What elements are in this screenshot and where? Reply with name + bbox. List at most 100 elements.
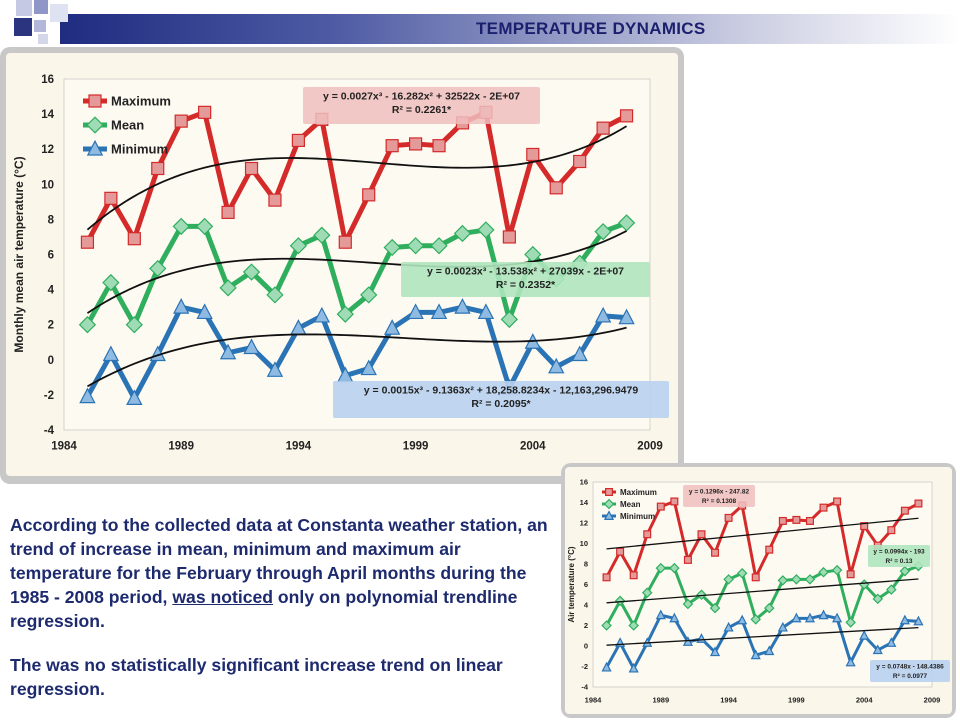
marker-maximum: [104, 191, 118, 205]
y-tick-label: 14: [41, 109, 54, 121]
trend-equation-minimum: y = 0.0015x³ - 9.1363x² + 18,258.8234x -…: [364, 385, 639, 397]
marker-minimum: [682, 636, 693, 646]
trend-r2-minimum: R² = 0.2095*: [471, 398, 531, 410]
marker-maximum: [151, 161, 165, 176]
y-tick-label: 6: [48, 250, 54, 262]
marker-mean: [383, 238, 401, 257]
marker-minimum: [777, 621, 788, 632]
trend-equation-maximum: y = 0.0027x³ - 16.282x² + 32522x - 2E+07: [323, 91, 520, 103]
marker-minimum: [594, 306, 612, 323]
paragraph-1-underlined: was noticed: [172, 587, 274, 607]
marker-maximum: [792, 515, 801, 524]
marker-mean: [266, 286, 284, 304]
marker-maximum: [602, 573, 611, 582]
marker-mean: [804, 574, 816, 585]
trend-equation-mean: y = 0.0994x - 193: [873, 549, 925, 556]
marker-minimum: [618, 308, 635, 325]
y-tick-label: 0: [48, 355, 54, 367]
y-tick-label: 0: [584, 642, 588, 651]
marker-mean: [886, 584, 897, 595]
marker-mean: [777, 575, 789, 586]
marker-minimum: [628, 662, 639, 673]
y-tick-label: -2: [44, 390, 54, 402]
x-tick-label: 1994: [720, 696, 738, 705]
marker-minimum: [383, 319, 401, 335]
y-tick-label: 16: [580, 478, 588, 487]
marker-minimum: [243, 338, 260, 355]
marker-mean: [696, 589, 707, 601]
legend-label-mean: Mean: [111, 118, 144, 133]
marker-mean: [655, 562, 667, 574]
x-tick-label: 1984: [585, 696, 603, 705]
trend-equation-maximum: y = 0.1296x - 247.82: [689, 489, 750, 496]
marker-maximum: [619, 109, 634, 123]
marker-minimum: [709, 646, 721, 657]
marker-mean: [453, 224, 472, 243]
equation-box-maximum: [303, 87, 540, 124]
legend-marker-minimum: [603, 510, 615, 521]
marker-mean: [242, 263, 261, 281]
marker-maximum: [80, 235, 95, 249]
y-tick-label: 2: [584, 621, 588, 630]
decor-square: [50, 4, 68, 22]
equation-box-mean: [868, 545, 930, 567]
trendline-maximum: [86, 125, 628, 231]
marker-minimum: [313, 306, 331, 323]
legend-marker-maximum: [604, 488, 613, 497]
marker-maximum: [629, 571, 638, 580]
legend-label-mean: Mean: [620, 500, 641, 509]
trendline-mean: [606, 578, 919, 604]
marker-minimum: [407, 303, 424, 320]
marker-maximum: [860, 522, 869, 531]
marker-mean: [845, 617, 856, 628]
trend-r2-mean: R² = 0.2352*: [496, 279, 556, 291]
marker-maximum: [778, 516, 787, 525]
marker-maximum: [385, 139, 399, 153]
marker-maximum: [616, 547, 625, 556]
trend-r2-maximum: R² = 0.2261*: [392, 104, 452, 116]
marker-mean: [628, 620, 639, 631]
trend-equation-minimum: y = 0.0748x - 148.4386: [876, 664, 944, 671]
marker-maximum: [751, 573, 760, 582]
y-tick-label: 12: [580, 519, 588, 528]
marker-maximum: [914, 499, 923, 508]
marker-mean: [195, 217, 214, 236]
marker-minimum: [845, 656, 856, 667]
marker-mean: [750, 614, 761, 625]
marker-mean: [831, 564, 843, 576]
marker-mean: [360, 286, 378, 304]
y-axis-label: Monthly mean air temperature (°C): [12, 156, 26, 352]
decor-square: [34, 0, 48, 14]
x-tick-label: 1989: [652, 696, 669, 705]
marker-maximum: [127, 232, 141, 246]
marker-minimum: [79, 387, 96, 404]
marker-maximum: [596, 121, 610, 135]
marker-maximum: [819, 503, 828, 512]
marker-maximum: [573, 154, 587, 169]
x-tick-label: 1984: [51, 441, 77, 453]
marker-maximum: [244, 161, 259, 176]
y-tick-label: -2: [581, 662, 588, 671]
marker-minimum: [899, 614, 910, 625]
x-tick-label: 1999: [788, 696, 805, 705]
marker-minimum: [723, 621, 734, 632]
marker-mean: [791, 574, 802, 585]
equation-box-minimum: [333, 381, 669, 418]
trend-r2-maximum: R² = 0.1308: [702, 498, 737, 505]
y-tick-label: 10: [580, 539, 588, 548]
marker-maximum: [362, 188, 376, 202]
y-tick-label: 14: [580, 498, 589, 507]
conclusion-paragraph-1: According to the collected data at Const…: [10, 513, 555, 633]
marker-mean: [601, 620, 612, 631]
y-tick-label: 8: [48, 214, 55, 226]
y-tick-label: -4: [44, 425, 55, 437]
x-tick-label: 2004: [520, 441, 546, 453]
marker-mean: [172, 217, 190, 236]
x-tick-label: 2004: [856, 696, 874, 705]
marker-maximum: [291, 133, 305, 148]
marker-minimum: [360, 359, 377, 376]
marker-minimum: [430, 303, 448, 320]
marker-maximum: [526, 147, 540, 162]
marker-mean: [764, 602, 775, 614]
